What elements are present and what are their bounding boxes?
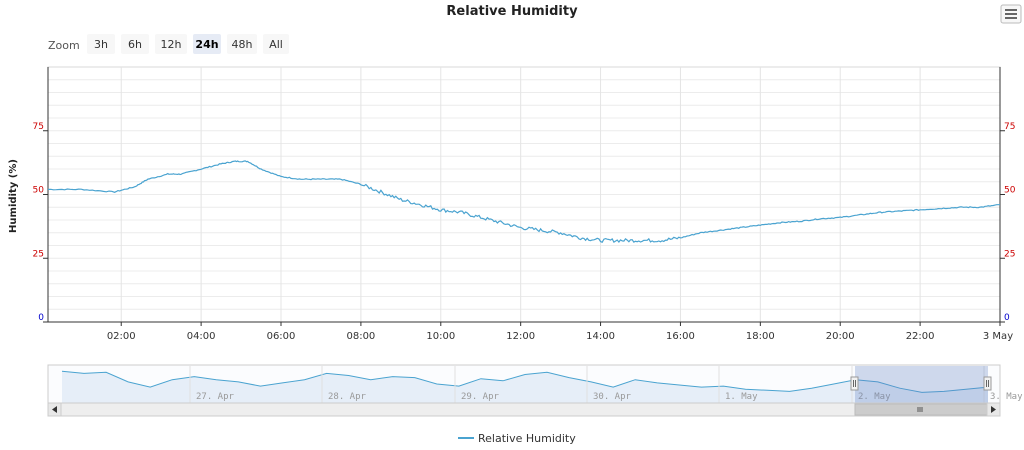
navigator-date-label: 29. Apr (461, 392, 500, 402)
plot-area: 0 0 25 25 50 50 75 75 02:00 04:00 06:00 08:00 10:00… (33, 66, 1016, 342)
scroll-left-button[interactable] (47, 402, 62, 417)
zoom-button-48h[interactable]: 48h (227, 34, 257, 54)
navigator-series-area (62, 371, 988, 403)
x-tick-label: 10:00 (426, 331, 455, 342)
y-tick-label-right: 50 (1004, 186, 1016, 196)
legend-item-relative-humidity[interactable]: Relative Humidity (478, 432, 576, 445)
x-tick-label: 02:00 (107, 331, 136, 342)
zoom-button-label: 24h (195, 38, 218, 51)
y-tick-label: 25 (33, 249, 44, 259)
hamburger-menu-icon (1005, 9, 1017, 19)
y-tick-label-right: 25 (1004, 249, 1015, 259)
x-tick-label: 04:00 (187, 331, 216, 342)
chart-title: Relative Humidity (446, 4, 578, 19)
x-tick-label: 08:00 (346, 331, 375, 342)
zoom-label: Zoom (48, 39, 80, 52)
navigator-scrollbar[interactable] (47, 402, 1001, 417)
export-menu-button[interactable] (1000, 4, 1022, 24)
zoom-button-6h[interactable]: 6h (121, 34, 149, 54)
series-line-relative-humidity[interactable] (47, 160, 1000, 243)
y-axis-title: Humidity (%) (8, 159, 19, 233)
x-tick-label: 14:00 (586, 331, 615, 342)
x-tick-label: 18:00 (746, 331, 775, 342)
legend[interactable]: Relative Humidity (458, 432, 576, 445)
scroll-right-button[interactable] (986, 402, 1001, 417)
navigator-date-label: 30. Apr (593, 392, 632, 402)
zoom-button-all[interactable]: All (263, 34, 289, 54)
zoom-button-3h[interactable]: 3h (87, 34, 115, 54)
y-tick-label-right: 0 (1004, 313, 1010, 323)
x-tick-label: 3 May (983, 331, 1013, 342)
y-tick-label: 0 (38, 313, 44, 323)
y-tick-label-right: 75 (1004, 122, 1015, 132)
zoom-button-label: 6h (128, 38, 142, 51)
x-tick-label: 16:00 (666, 331, 695, 342)
navigator-selection[interactable] (855, 366, 988, 403)
zoom-button-24h[interactable]: 24h (193, 34, 221, 54)
scroll-right-icon (991, 406, 996, 413)
zoom-button-label: 48h (232, 38, 253, 51)
navigator-series-line (61, 370, 989, 393)
navigator-date-label: 28. Apr (328, 392, 367, 402)
zoom-button-label: 12h (161, 38, 182, 51)
navigator[interactable]: 27. Apr 28. Apr 29. Apr 30. Apr 1. May 2. May… (47, 364, 1023, 404)
x-tick-label: 22:00 (906, 331, 935, 342)
navigator-date-label: 2. May (858, 392, 891, 402)
zoom-button-12h[interactable]: 12h (155, 34, 187, 54)
x-tick-label: 12:00 (506, 331, 535, 342)
zoom-bar: Zoom 3h 6h 12h 24h 48h All (48, 34, 289, 54)
navigator-date-label: 3. May (990, 392, 1023, 402)
scroll-left-icon (52, 406, 57, 413)
y-tick-label: 50 (33, 186, 45, 196)
zoom-button-label: 3h (94, 38, 108, 51)
y-tick-label: 75 (33, 122, 44, 132)
zoom-button-label: All (269, 38, 283, 51)
x-tick-label: 06:00 (267, 331, 296, 342)
navigator-date-label: 1. May (725, 392, 758, 402)
navigator-date-label: 27. Apr (196, 392, 235, 402)
navigator-handle-left[interactable] (850, 376, 859, 391)
navigator-handle-right[interactable] (983, 376, 992, 391)
scroll-grip-icon (917, 407, 923, 412)
x-tick-label: 20:00 (826, 331, 855, 342)
